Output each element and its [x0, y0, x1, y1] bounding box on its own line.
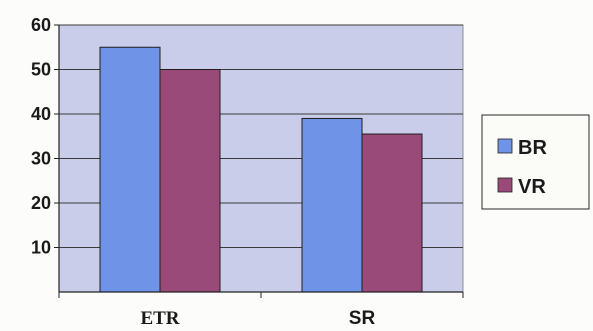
y-tick-label-10: 10 [31, 238, 51, 258]
bar-vr-sr [361, 133, 423, 293]
x-axis-ticks: ETR SR [58, 292, 464, 329]
legend-swatch-br [497, 138, 513, 154]
legend: BR VR [481, 114, 590, 210]
legend-label-br: BR [518, 137, 547, 159]
y-tick-label-40: 40 [31, 104, 51, 124]
y-tick-label-50: 50 [31, 60, 51, 80]
y-axis-ticks: 10 20 30 40 50 60 [31, 15, 59, 258]
x-tick-label-sr: SR [349, 308, 376, 329]
legend-box [481, 114, 590, 210]
y-tick-label-30: 30 [31, 149, 51, 169]
y-tick-label-60: 60 [31, 15, 51, 35]
legend-swatch-vr [497, 177, 513, 193]
bars [99, 46, 423, 293]
bar-br-etr [99, 46, 161, 293]
bar-vr-etr [159, 69, 221, 293]
legend-label-vr: VR [518, 176, 546, 198]
y-tick-label-20: 20 [31, 193, 51, 213]
x-tick-label-etr: ETR [140, 308, 179, 329]
bar-br-sr [301, 117, 363, 293]
